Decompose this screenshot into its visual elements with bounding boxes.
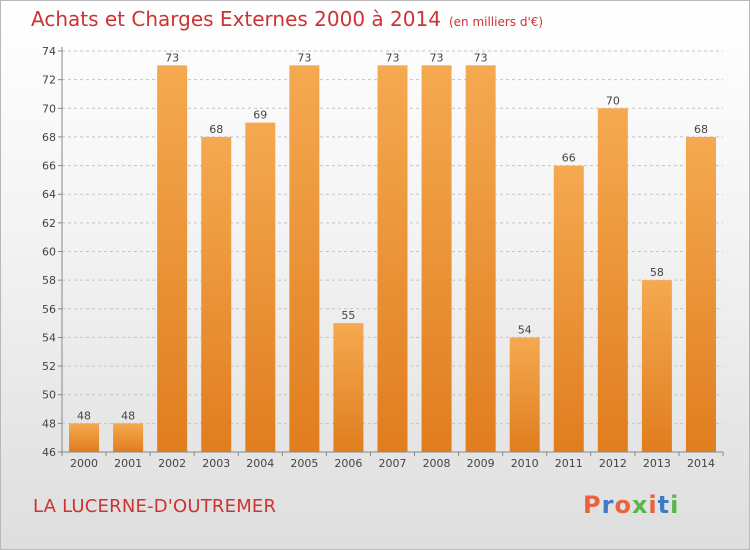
data-label: 73 bbox=[474, 51, 488, 64]
bar-2011 bbox=[553, 165, 584, 453]
data-label: 58 bbox=[650, 266, 664, 279]
data-label: 66 bbox=[562, 152, 576, 165]
logo-letter: x bbox=[631, 491, 649, 519]
logo-letter: i bbox=[648, 491, 658, 519]
logo-letter: i bbox=[670, 491, 680, 519]
bar-2014 bbox=[685, 136, 716, 452]
x-tick-label: 2008 bbox=[423, 457, 451, 470]
x-tick-label: 2002 bbox=[158, 457, 186, 470]
x-tick-label: 2003 bbox=[202, 457, 230, 470]
data-label: 48 bbox=[121, 409, 135, 422]
x-tick-label: 2001 bbox=[114, 457, 142, 470]
bar-2001 bbox=[113, 423, 144, 452]
y-tick-label: 48 bbox=[42, 417, 56, 430]
bar-2010 bbox=[509, 337, 540, 452]
x-tick-label: 2007 bbox=[379, 457, 407, 470]
axes: 46 48 50 52 54 56 58 60 62 64 66 68 70 72 74 2000 2001 20… bbox=[42, 45, 724, 470]
y-tick-label: 52 bbox=[42, 360, 56, 373]
data-label: 73 bbox=[165, 51, 179, 64]
y-tick-label: 54 bbox=[42, 331, 56, 344]
bar-2006 bbox=[333, 323, 364, 452]
data-label: 55 bbox=[341, 309, 355, 322]
y-tick-label: 46 bbox=[42, 446, 56, 459]
bar-2008 bbox=[421, 65, 452, 453]
y-tick-label: 58 bbox=[42, 274, 56, 287]
bar-2013 bbox=[641, 280, 672, 452]
data-label: 68 bbox=[209, 123, 223, 136]
x-tick-label: 2006 bbox=[334, 457, 362, 470]
logo-letter: r bbox=[601, 491, 615, 519]
x-tick-label: 2000 bbox=[70, 457, 98, 470]
y-tick-label: 68 bbox=[42, 131, 56, 144]
bar-2004 bbox=[245, 122, 276, 452]
y-tick-label: 74 bbox=[42, 45, 56, 58]
y-tick-label: 70 bbox=[42, 102, 56, 115]
x-tick-label: 2012 bbox=[599, 457, 627, 470]
y-tick-label: 60 bbox=[42, 246, 56, 259]
bar-2009 bbox=[465, 65, 496, 453]
bar-2002 bbox=[157, 65, 188, 453]
bar-2012 bbox=[597, 108, 628, 453]
logo-letter: P bbox=[583, 491, 602, 519]
bar-2005 bbox=[289, 65, 320, 453]
data-label: 73 bbox=[297, 51, 311, 64]
bars: 48 48 73 68 69 73 55 73 73 73 54 66 70 58 68 bbox=[69, 51, 716, 453]
x-tick-label: 2009 bbox=[467, 457, 495, 470]
x-tick-label: 2004 bbox=[246, 457, 274, 470]
bar-2007 bbox=[377, 65, 408, 453]
bar-2000 bbox=[69, 423, 100, 452]
y-tick-label: 50 bbox=[42, 389, 56, 402]
chart-unit: (en milliers d'€) bbox=[448, 15, 544, 29]
x-tick-label: 2013 bbox=[643, 457, 671, 470]
data-label: 70 bbox=[606, 94, 620, 107]
data-label: 73 bbox=[386, 51, 400, 64]
y-tick-label: 62 bbox=[42, 217, 56, 230]
y-tick-label: 72 bbox=[42, 74, 56, 87]
data-label: 54 bbox=[518, 323, 532, 336]
y-tick-label: 56 bbox=[42, 303, 56, 316]
x-tick-label: 2005 bbox=[290, 457, 318, 470]
data-label: 68 bbox=[694, 123, 708, 136]
data-label: 69 bbox=[253, 109, 267, 122]
x-tick-label: 2014 bbox=[687, 457, 715, 470]
logo-letter: o bbox=[614, 491, 632, 519]
proxiti-logo: Proxiti bbox=[583, 491, 679, 519]
logo-letter: t bbox=[657, 491, 671, 519]
data-label: 48 bbox=[77, 409, 91, 422]
chart-title: Achats et Charges Externes 2000 à 2014 (e… bbox=[31, 7, 543, 31]
bar-2003 bbox=[201, 136, 232, 452]
commune-name: LA LUCERNE-D'OUTREMER bbox=[33, 496, 277, 517]
y-tick-label: 64 bbox=[42, 188, 56, 201]
y-tick-label: 66 bbox=[42, 160, 56, 173]
x-tick-label: 2011 bbox=[555, 457, 583, 470]
x-tick-label: 2010 bbox=[511, 457, 539, 470]
data-label: 73 bbox=[430, 51, 444, 64]
chart-title-text: Achats et Charges Externes 2000 à 2014 bbox=[31, 7, 441, 31]
